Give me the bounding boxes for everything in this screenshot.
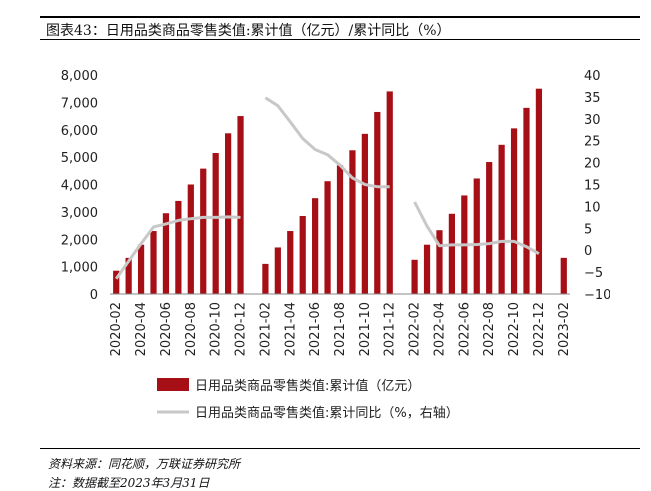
bar: [212, 153, 219, 294]
x-tick-label: 2022-06: [457, 302, 472, 356]
bar: [411, 259, 418, 294]
x-tick-label: 2021-10: [358, 302, 373, 356]
bar: [187, 184, 194, 294]
bar: [225, 133, 232, 294]
bar: [262, 263, 269, 294]
y-right-tick-label: −10: [584, 288, 610, 303]
footer-divider: [40, 448, 640, 449]
x-tick-label: 2020-02: [109, 302, 124, 356]
y-right-tick-label: 30: [584, 113, 601, 128]
x-tick-label: 2023-02: [557, 302, 572, 356]
bar: [175, 200, 182, 294]
legend-bar-swatch: [157, 378, 189, 391]
bar: [523, 107, 530, 294]
bar: [113, 270, 120, 294]
bar: [374, 111, 381, 294]
combo-chart: 0 1,000 2,000 3,000 4,000 5,000 6,000 7,000 8,00…: [61, 69, 610, 421]
y-left-tick-label: 2,000: [61, 233, 98, 248]
y-right-tick-label: 40: [584, 69, 601, 84]
bar: [137, 244, 145, 294]
bar: [274, 247, 281, 294]
bar: [448, 213, 455, 294]
bar: [299, 215, 306, 294]
bar: [510, 128, 518, 294]
bar: [436, 230, 443, 294]
x-tick-label: 2021-02: [258, 302, 273, 356]
x-tick-label: 2022-12: [532, 302, 547, 356]
x-tick-label: 2022-02: [408, 302, 423, 356]
x-tick-label: 2020-12: [234, 302, 249, 356]
legend-line-label: 日用品类商品零售类值:累计同比（%，右轴）: [195, 405, 459, 421]
y-left-tick-label: 6,000: [61, 124, 98, 139]
bar: [125, 257, 132, 294]
x-tick-label: 2021-12: [383, 302, 398, 356]
y-left-tick-label: 7,000: [61, 96, 98, 111]
y-right-tick-label: 10: [584, 200, 601, 215]
figure-title-bar: 图表43：日用品类商品零售类值:累计值（亿元）/累计同比（%）: [40, 16, 640, 40]
bar: [312, 198, 319, 294]
bar: [150, 231, 157, 294]
bar: [324, 181, 331, 294]
source-note: 资料来源：同花顺，万联证券研究所: [48, 457, 241, 471]
bar: [237, 116, 244, 294]
y-right-tick-label: 5: [584, 222, 592, 237]
x-tick-label: 2022-10: [507, 302, 522, 356]
bar: [535, 88, 543, 294]
x-tick-label: 2020-08: [184, 302, 199, 356]
y-left-tick-label: 5,000: [61, 151, 98, 166]
bar: [162, 213, 170, 294]
x-tick-label: 2020-04: [134, 302, 149, 356]
bar: [200, 168, 207, 294]
y-left-tick-label: 8,000: [61, 69, 98, 84]
y-left-tick-label: 4,000: [61, 179, 98, 194]
y-left-tick-label: 0: [90, 288, 98, 303]
bar: [386, 91, 393, 294]
x-tick-label: 2021-04: [283, 302, 298, 356]
y-right-tick-label: 0: [584, 244, 592, 259]
bar: [349, 150, 356, 294]
bar: [560, 257, 567, 294]
bar: [498, 144, 505, 294]
x-tick-label: 2022-08: [482, 302, 497, 356]
bar: [287, 231, 294, 294]
y-left-tick-label: 1,000: [61, 261, 98, 276]
bar: [486, 162, 493, 294]
y-right-tick-label: 25: [584, 135, 601, 150]
legend-bar-label: 日用品类商品零售类值:累计值（亿元）: [195, 378, 420, 394]
y-left-tick-label: 3,000: [61, 206, 98, 221]
x-tick-label: 2020-10: [209, 302, 224, 356]
x-tick-label: 2020-06: [159, 302, 174, 356]
y-right-tick-label: 20: [584, 157, 601, 172]
bar: [473, 178, 480, 294]
legend: 日用品类商品零售类值:累计值（亿元） 日用品类商品零售类值:累计同比（%，右轴）: [157, 378, 459, 421]
y-right-tick-label: 35: [584, 91, 601, 106]
figure-title: 图表43：日用品类商品零售类值:累计值（亿元）/累计同比（%）: [46, 23, 451, 39]
y-right-tick-label: −5: [584, 266, 603, 281]
bar: [336, 165, 344, 294]
bar: [361, 133, 368, 294]
x-tick-label: 2022-04: [432, 302, 447, 356]
x-tick-label: 2021-06: [308, 302, 323, 356]
bar: [423, 244, 431, 294]
x-tick-label: 2021-08: [333, 302, 348, 356]
y-right-tick-label: 15: [584, 179, 601, 194]
